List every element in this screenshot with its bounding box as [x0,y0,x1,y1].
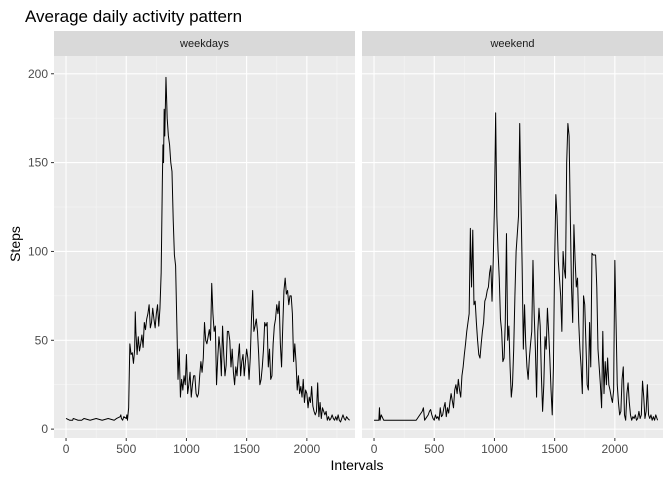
x-axis-label: Intervals [331,457,384,473]
x-tick-label: 500 [116,442,136,456]
x-tick-label: 1000 [173,442,200,456]
y-tick-label: 150 [28,156,48,170]
x-tick-label: 500 [424,442,444,456]
series-line-weekdays [65,76,350,423]
y-axis-label: Steps [7,226,23,262]
y-tick-label: 200 [28,67,48,81]
strip-weekend [362,31,663,56]
y-tick-label: 0 [41,422,48,436]
y-tick-label: 100 [28,244,48,258]
strip-label-weekdays: weekdays [179,38,229,50]
x-tick-label: 0 [63,442,70,456]
x-tick-label: 0 [371,442,378,456]
x-tick-label: 1500 [233,442,260,456]
chart-panels: weekdays 0 500 1000 1500 2000 weekend 0 500 1000 1… [54,31,663,456]
strip-label-weekend: weekend [489,38,534,50]
panel-weekend: weekend 0 500 1000 1500 2000 [362,31,663,456]
y-tick-label: 50 [35,333,49,347]
x-tick-label: 2000 [601,442,628,456]
x-tick-label: 1000 [481,442,508,456]
plot-background-weekdays [54,56,355,438]
x-tick-label: 1500 [541,442,568,456]
panel-weekdays: weekdays 0 500 1000 1500 2000 [54,31,355,456]
strip-weekdays [54,31,355,56]
x-tick-label: 2000 [293,442,320,456]
y-axis: 0 50 100 150 200 [28,67,54,436]
series-line-weekend [374,112,659,421]
chart-title: Average daily activity pattern [25,7,242,26]
